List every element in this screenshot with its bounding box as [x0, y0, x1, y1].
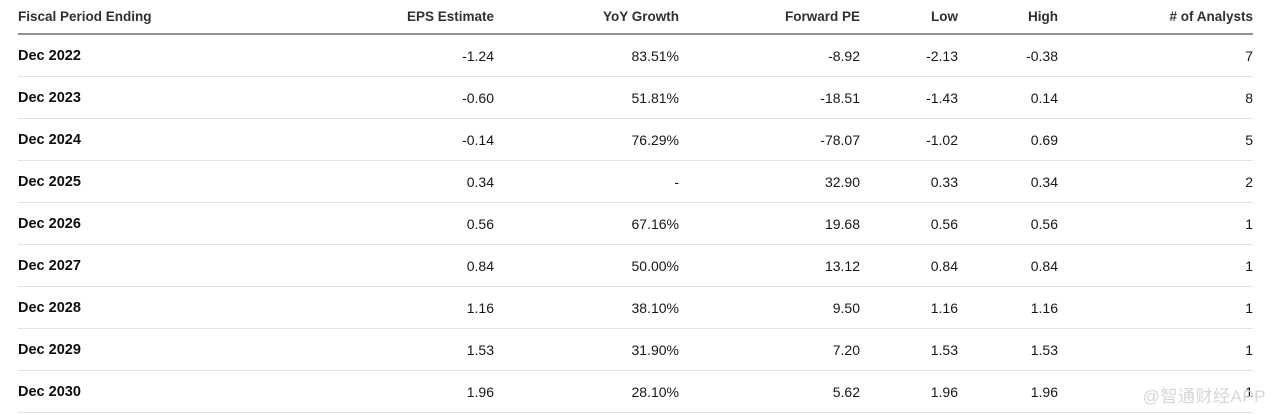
table-row: Dec 2022 -1.24 83.51% -8.92 -2.13 -0.38 … — [18, 34, 1253, 77]
header-fiscal-period: Fiscal Period Ending — [18, 0, 268, 35]
fiscal-period-cell: Dec 2029 — [18, 328, 268, 371]
num-analysts-cell: 1 — [1058, 286, 1253, 329]
high-cell: 1.53 — [958, 328, 1058, 371]
forward-pe-cell: 13.12 — [679, 244, 860, 287]
header-high: High — [958, 0, 1058, 35]
high-cell: 1.16 — [958, 286, 1058, 329]
fiscal-period-cell: Dec 2030 — [18, 370, 268, 413]
low-cell: 1.53 — [860, 328, 958, 371]
high-cell: 0.56 — [958, 202, 1058, 245]
high-cell: 0.34 — [958, 160, 1058, 203]
eps-estimate-cell: -1.24 — [268, 34, 494, 77]
watermark: @智通财经APP — [1142, 387, 1266, 406]
high-cell: -0.38 — [958, 34, 1058, 77]
table-row: Dec 2024 -0.14 76.29% -78.07 -1.02 0.69 … — [18, 118, 1253, 161]
fiscal-period-cell: Dec 2022 — [18, 34, 268, 77]
low-cell: 0.56 — [860, 202, 958, 245]
eps-estimate-cell: 0.56 — [268, 202, 494, 245]
eps-estimate-cell: 0.84 — [268, 244, 494, 287]
num-analysts-cell: 2 — [1058, 160, 1253, 203]
num-analysts-cell: 5 — [1058, 118, 1253, 161]
table-header: Fiscal Period Ending EPS Estimate YoY Gr… — [18, 0, 1253, 35]
forward-pe-cell: -8.92 — [679, 34, 860, 77]
table-row: Dec 2029 1.53 31.90% 7.20 1.53 1.53 1 — [18, 328, 1253, 371]
low-cell: 1.16 — [860, 286, 958, 329]
eps-estimate-cell: 1.16 — [268, 286, 494, 329]
high-cell: 1.96 — [958, 370, 1058, 413]
high-cell: 0.14 — [958, 76, 1058, 119]
low-cell: 1.96 — [860, 370, 958, 413]
eps-estimate-cell: 1.96 — [268, 370, 494, 413]
header-low: Low — [860, 0, 958, 35]
yoy-growth-cell: 28.10% — [494, 370, 679, 413]
header-num-analysts: # of Analysts — [1058, 0, 1253, 35]
header-row: Fiscal Period Ending EPS Estimate YoY Gr… — [18, 0, 1253, 35]
num-analysts-cell: 1 — [1058, 328, 1253, 371]
header-eps-estimate: EPS Estimate — [268, 0, 494, 35]
yoy-growth-cell: 67.16% — [494, 202, 679, 245]
num-analysts-cell: 1 — [1058, 244, 1253, 287]
table-row: Dec 2023 -0.60 51.81% -18.51 -1.43 0.14 … — [18, 76, 1253, 119]
low-cell: 0.84 — [860, 244, 958, 287]
yoy-growth-cell: 50.00% — [494, 244, 679, 287]
low-cell: -1.02 — [860, 118, 958, 161]
yoy-growth-cell: 31.90% — [494, 328, 679, 371]
header-yoy-growth: YoY Growth — [494, 0, 679, 35]
forward-pe-cell: -18.51 — [679, 76, 860, 119]
table-row: Dec 2028 1.16 38.10% 9.50 1.16 1.16 1 — [18, 286, 1253, 329]
fiscal-period-cell: Dec 2027 — [18, 244, 268, 287]
table-row: Dec 2026 0.56 67.16% 19.68 0.56 0.56 1 — [18, 202, 1253, 245]
high-cell: 0.69 — [958, 118, 1058, 161]
fiscal-period-cell: Dec 2023 — [18, 76, 268, 119]
num-analysts-cell: 1 — [1058, 202, 1253, 245]
forward-pe-cell: -78.07 — [679, 118, 860, 161]
table-row: Dec 2030 1.96 28.10% 5.62 1.96 1.96 1 — [18, 370, 1253, 413]
num-analysts-cell: 1 — [1058, 370, 1253, 413]
forward-pe-cell: 9.50 — [679, 286, 860, 329]
analyst-estimates-table: Fiscal Period Ending EPS Estimate YoY Gr… — [18, 0, 1253, 413]
fiscal-period-cell: Dec 2024 — [18, 118, 268, 161]
eps-estimate-cell: -0.14 — [268, 118, 494, 161]
low-cell: -1.43 — [860, 76, 958, 119]
forward-pe-cell: 32.90 — [679, 160, 860, 203]
yoy-growth-cell: 83.51% — [494, 34, 679, 77]
forward-pe-cell: 5.62 — [679, 370, 860, 413]
forward-pe-cell: 19.68 — [679, 202, 860, 245]
yoy-growth-cell: 76.29% — [494, 118, 679, 161]
yoy-growth-cell: - — [494, 160, 679, 203]
header-forward-pe: Forward PE — [679, 0, 860, 35]
table-row: Dec 2025 0.34 - 32.90 0.33 0.34 2 — [18, 160, 1253, 203]
yoy-growth-cell: 51.81% — [494, 76, 679, 119]
eps-estimate-cell: -0.60 — [268, 76, 494, 119]
eps-estimate-cell: 1.53 — [268, 328, 494, 371]
num-analysts-cell: 8 — [1058, 76, 1253, 119]
eps-estimate-cell: 0.34 — [268, 160, 494, 203]
low-cell: 0.33 — [860, 160, 958, 203]
table-row: Dec 2027 0.84 50.00% 13.12 0.84 0.84 1 — [18, 244, 1253, 287]
estimates-table: Fiscal Period Ending EPS Estimate YoY Gr… — [18, 0, 1253, 413]
yoy-growth-cell: 38.10% — [494, 286, 679, 329]
fiscal-period-cell: Dec 2025 — [18, 160, 268, 203]
num-analysts-cell: 7 — [1058, 34, 1253, 77]
fiscal-period-cell: Dec 2028 — [18, 286, 268, 329]
high-cell: 0.84 — [958, 244, 1058, 287]
fiscal-period-cell: Dec 2026 — [18, 202, 268, 245]
forward-pe-cell: 7.20 — [679, 328, 860, 371]
low-cell: -2.13 — [860, 34, 958, 77]
table-body: Dec 2022 -1.24 83.51% -8.92 -2.13 -0.38 … — [18, 34, 1253, 413]
